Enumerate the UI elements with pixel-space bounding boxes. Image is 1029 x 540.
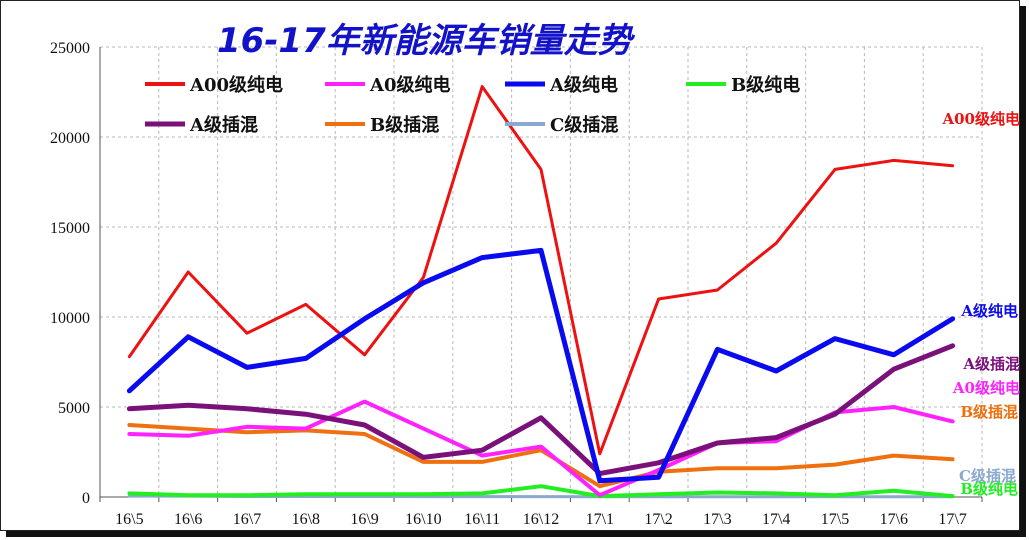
legend-label: A0级纯电 — [369, 74, 451, 96]
end-label: A级插混 — [962, 355, 1020, 373]
end-label: B级插混 — [960, 403, 1018, 421]
x-tick-label: 16\11 — [464, 511, 500, 528]
series-lines — [126, 85, 956, 499]
series-line-0 — [127, 85, 955, 456]
legend: A00级纯电 A0级纯电 A级纯电 B级纯电 A级插混 B级插混 C级插混 — [145, 74, 800, 136]
legend-label: A级插混 — [189, 114, 258, 136]
y-tick-label: 10000 — [50, 310, 90, 327]
y-tick-label: 5000 — [58, 400, 90, 417]
legend-label: C级插混 — [550, 114, 618, 136]
x-tick-label: 16\12 — [523, 511, 559, 528]
series-line-2 — [126, 247, 956, 484]
end-label: A0级纯电 — [952, 379, 1020, 397]
x-tick-label: 17\2 — [644, 511, 672, 528]
y-tick-label: 15000 — [50, 220, 90, 237]
end-label: B级纯电 — [960, 480, 1018, 498]
legend-label: A00级纯电 — [189, 74, 283, 96]
x-tick-label: 16\8 — [292, 511, 320, 528]
x-tick-label: 17\7 — [938, 511, 966, 528]
x-tick-label: 17\3 — [703, 511, 731, 528]
x-tick-label: 17\1 — [586, 511, 614, 528]
x-tick-label: 16\7 — [233, 511, 261, 528]
series-line-5 — [127, 423, 955, 489]
series-line-4 — [126, 343, 956, 477]
y-tick-label: 0 — [82, 490, 90, 507]
tick-labels: 0 5000 10000 15000 20000 25000 16\5 16\6 16\7 16\… — [50, 40, 967, 528]
y-tick-label: 20000 — [50, 130, 90, 147]
x-tick-label: 16\9 — [350, 511, 378, 528]
chart-title: 16-17年新能源车销量走势 — [217, 21, 636, 61]
x-tick-label: 17\6 — [880, 511, 908, 528]
x-tick-label: 17\5 — [821, 511, 849, 528]
series-line-3 — [127, 484, 955, 499]
legend-label: B级插混 — [370, 114, 439, 136]
legend-label: B级纯电 — [731, 74, 800, 96]
x-tick-label: 16\6 — [174, 511, 202, 528]
end-label: A级纯电 — [960, 302, 1018, 320]
x-tick-label: 16\5 — [115, 511, 143, 528]
end-label: A00级纯电 — [941, 110, 1020, 128]
legend-label: A级纯电 — [549, 74, 618, 96]
end-label: C级插混 — [959, 467, 1016, 485]
chart-frame — [0, 0, 1020, 531]
x-tick-label: 16\10 — [405, 511, 441, 528]
x-tick-label: 17\4 — [762, 511, 790, 528]
y-tick-label: 25000 — [50, 40, 90, 57]
